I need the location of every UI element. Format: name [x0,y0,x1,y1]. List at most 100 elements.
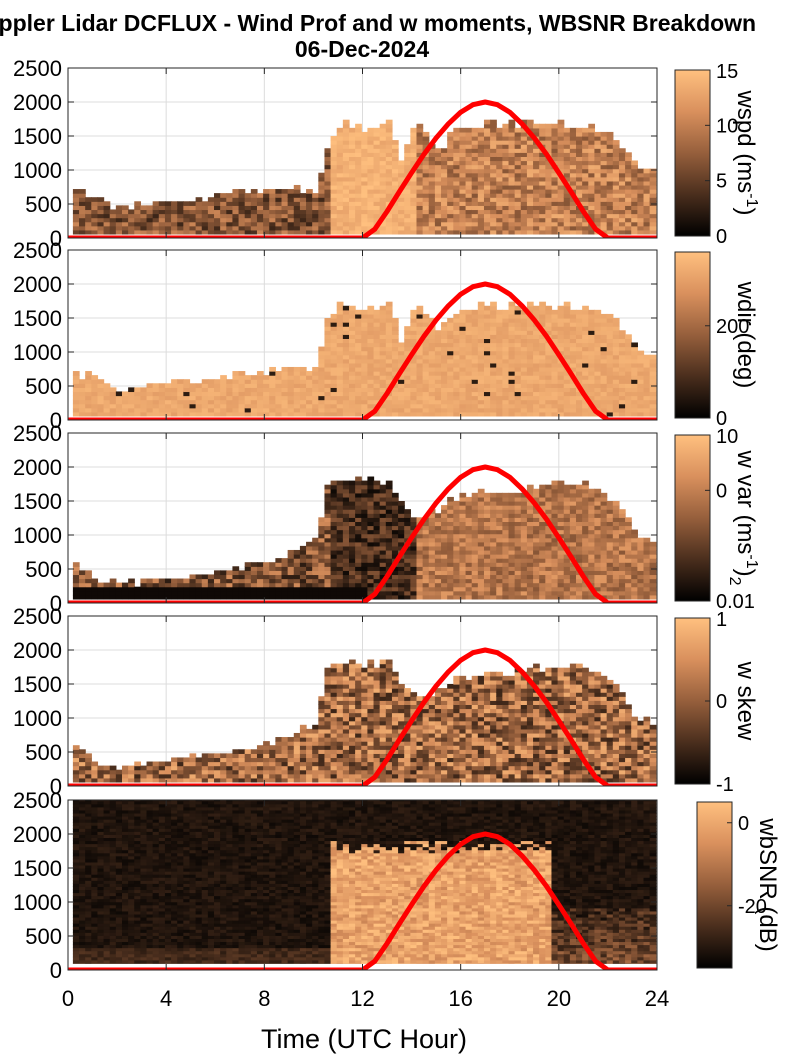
heatmap-cell [263,407,270,413]
heatmap-cell [410,172,418,178]
heatmap-cell [336,521,344,527]
heatmap-cell [404,346,411,352]
heatmap-cell [410,180,418,186]
heatmap-cell [349,164,356,170]
heatmap-cell [422,193,430,198]
heatmap-cell [625,383,632,388]
heatmap-cell [121,221,129,227]
heatmap-cell [361,205,369,211]
heatmap-cell [606,164,614,170]
heatmap-cell [256,586,264,592]
heatmap-cell [502,350,510,356]
heatmap-cell [502,387,510,393]
heatmap-cell [520,213,528,219]
heatmap-cell [618,391,626,397]
heatmap-cell [189,582,197,588]
heatmap-cell [355,330,362,335]
heatmap-cell [434,375,442,380]
heatmap-cell [391,570,399,576]
heatmap-cell [631,362,638,368]
heatmap-cell [379,570,387,576]
heatmap-cell [177,582,184,588]
heatmap-cell [582,180,589,186]
heatmap-cell [373,197,381,202]
heatmap-cell [631,379,638,384]
heatmap-cell [483,213,491,219]
heatmap-cell [109,411,117,417]
heatmap-cell [526,193,534,198]
heatmap-cell [502,379,510,384]
heatmap-cell [434,399,442,405]
heatmap-cell [447,383,454,388]
heatmap-cell [502,229,510,235]
heatmap-cell [576,362,583,368]
heatmap-cell [539,136,546,141]
heatmap-cell [520,371,528,376]
heatmap-cell [428,366,436,372]
heatmap-cell [428,176,436,182]
heatmap-cell [569,578,577,584]
heatmap-cell [533,326,540,331]
heatmap-cell [85,221,92,227]
heatmap-cell [281,590,289,596]
heatmap-cell [471,383,479,388]
heatmap-cell [330,168,338,174]
heatmap-cell [533,176,540,182]
heatmap-cell [349,505,356,510]
heatmap-cell [391,164,399,170]
heatmap-cell [355,225,362,231]
heatmap-cell [612,346,620,352]
heatmap-cell [618,221,626,227]
heatmap-cell [306,197,313,202]
heatmap-cell [355,476,362,482]
heatmap-cell [404,558,411,563]
heatmap-cell [385,562,393,567]
heatmap-cell [447,586,454,592]
heatmap-cell [391,213,399,219]
heatmap-cell [158,387,166,393]
heatmap-cell [349,529,356,535]
heatmap-cell [293,371,301,376]
heatmap-cell [447,574,454,580]
heatmap-cell [441,362,448,368]
heatmap-cell [557,148,565,153]
heatmap-cell [398,517,405,522]
heatmap-cell [256,399,264,405]
heatmap-cell [514,180,522,186]
heatmap-cell [545,484,553,490]
heatmap-cell [514,184,522,190]
heatmap-cell [324,375,332,380]
heatmap-cell [367,136,375,141]
heatmap-cell [306,375,313,380]
heatmap-cell [465,326,473,331]
heatmap-cell [238,213,246,219]
heatmap-cell [385,501,393,506]
heatmap-cell [287,391,295,397]
heatmap-cell [539,501,546,506]
heatmap-cell [453,558,461,563]
heatmap-cell [373,313,381,319]
heatmap-cell [72,570,80,576]
heatmap-cell [416,209,424,215]
heatmap-cell [569,322,577,327]
heatmap-cell [269,407,276,413]
colorbar-label-text: wspd (ms [732,90,759,194]
heatmap-cell [453,156,461,162]
heatmap-cell [214,229,221,235]
heatmap-cell [349,172,356,178]
heatmap-cell [398,346,405,352]
heatmap-cell [367,407,375,413]
heatmap-cell [637,201,645,206]
heatmap-cell [588,379,596,384]
heatmap-cell [447,517,454,522]
heatmap-cell [306,379,313,384]
heatmap-cell [459,354,467,360]
heatmap-cell [391,371,399,376]
heatmap-cell [594,197,602,202]
heatmap-cell [404,160,411,166]
heatmap-cell [631,342,638,348]
heatmap-cell [502,184,510,190]
heatmap-cell [312,558,319,563]
heatmap-cell [379,525,387,531]
heatmap-cell [269,391,276,397]
